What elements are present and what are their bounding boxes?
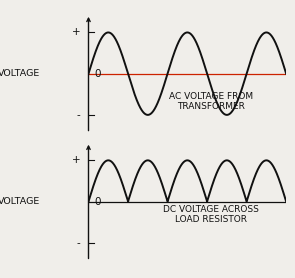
Text: -: - xyxy=(77,110,81,120)
Text: 0: 0 xyxy=(94,69,101,79)
Text: DC VOLTAGE ACROSS
LOAD RESISTOR: DC VOLTAGE ACROSS LOAD RESISTOR xyxy=(163,205,259,224)
Text: +: + xyxy=(72,28,81,38)
Text: VOLTAGE: VOLTAGE xyxy=(0,197,40,206)
Text: -: - xyxy=(77,238,81,248)
Text: AC VOLTAGE FROM
TRANSFORMER: AC VOLTAGE FROM TRANSFORMER xyxy=(169,92,253,111)
Text: VOLTAGE: VOLTAGE xyxy=(0,69,40,78)
Text: +: + xyxy=(72,155,81,165)
Text: 0: 0 xyxy=(94,197,101,207)
